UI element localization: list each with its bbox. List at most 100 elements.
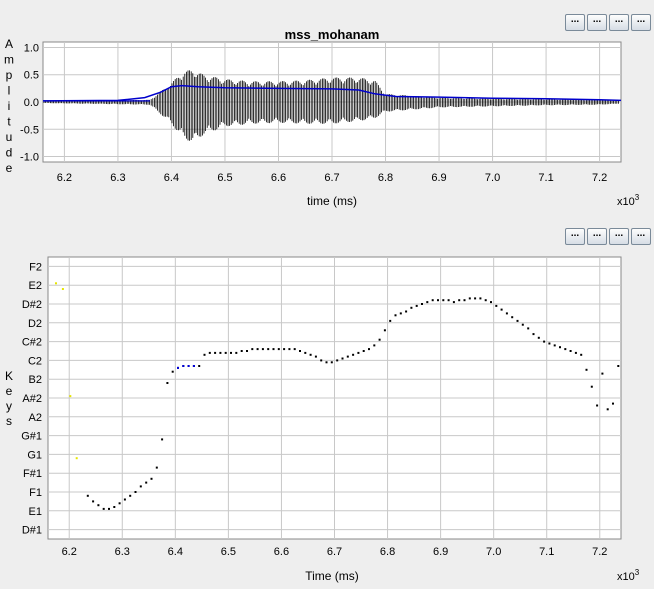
keys-y-tick-label: A2 [29, 412, 42, 424]
keys-y-axis-letter: K [5, 369, 13, 383]
waveform-data [42, 70, 622, 141]
pitch-point [208, 351, 211, 354]
toolbar-top-button-4[interactable]: ... [631, 14, 651, 31]
pitch-point [606, 408, 609, 411]
pitch-point [612, 402, 614, 405]
pitch-point [590, 385, 593, 388]
pitch-point [500, 308, 503, 311]
toolbar-top-button-2[interactable]: ... [587, 14, 607, 31]
pitch-point [357, 351, 360, 354]
pitch-point [389, 319, 392, 322]
pitch-point [118, 502, 121, 505]
pitch-point [585, 368, 588, 371]
pitch-point [198, 365, 201, 367]
pitch-point [368, 348, 370, 351]
pitch-point [458, 299, 461, 302]
keys-x-tick-label: 6.4 [168, 546, 183, 558]
waveform-y-axis-letter: u [6, 130, 13, 144]
pitch-point [113, 506, 116, 508]
waveform-x-tick-label: 7.0 [485, 172, 500, 184]
pitch-point [474, 297, 477, 300]
toolbar-bottom-button-2[interactable]: ... [587, 228, 607, 245]
pitch-point [505, 312, 508, 315]
pitch-point [452, 301, 455, 304]
toolbar-bottom-button-1[interactable]: ... [565, 228, 585, 245]
pitch-point [442, 299, 445, 302]
pitch-point [383, 329, 386, 332]
keys-y-axis-letter: e [6, 384, 13, 398]
pitch-point-blue [177, 366, 179, 369]
pitch-point [246, 350, 248, 352]
pitch-point [447, 299, 450, 302]
waveform-x-tick-label: 6.4 [164, 172, 179, 184]
keys-x-tick-label: 6.7 [327, 546, 342, 558]
pitch-point [304, 351, 307, 354]
waveform-chart: 6.2 6.3 6.4 6.5 6.6 6.7 6.8 6.9 7.0 7.1 7.2 1.0 0.5 0… [4, 27, 640, 208]
pitch-point [415, 304, 418, 307]
keys-y-tick-label: G1 [27, 449, 42, 461]
waveform-y-tick-label: 1.0 [24, 42, 39, 54]
pitch-point [362, 350, 365, 352]
keys-y-tick-label: F1 [29, 487, 42, 499]
pitch-point [309, 353, 312, 356]
toolbar-top-button-3[interactable]: ... [609, 14, 629, 31]
waveform-x-tick-label: 6.9 [431, 172, 446, 184]
pitch-point [155, 466, 158, 469]
keys-x-tick-label: 6.5 [221, 546, 236, 558]
waveform-x-axis-label: time (ms) [307, 194, 357, 208]
pitch-point [86, 494, 89, 497]
keys-y-tick-label: F#1 [23, 468, 42, 480]
pitch-point [431, 299, 434, 302]
keys-chart: 6.2 6.3 6.4 6.5 6.6 6.7 6.8 6.9 7.0 7.1 7.2 D#1 E1 F1… [5, 256, 640, 583]
keys-data [55, 282, 620, 510]
pitch-point [564, 348, 567, 351]
pitch-point [373, 344, 376, 347]
pitch-point [330, 361, 333, 364]
pitch-point [256, 348, 259, 351]
keys-y-tick-label: G#1 [21, 431, 42, 443]
pitch-point [532, 333, 535, 336]
pitch-point [601, 372, 604, 375]
pitch-point [203, 353, 206, 356]
pitch-point [320, 359, 323, 362]
waveform-envelope-line [42, 84, 622, 102]
keys-y-tick-label: D#2 [22, 299, 42, 311]
pitch-point [617, 365, 620, 367]
pitch-point [240, 350, 243, 352]
pitch-point-yellow [61, 288, 64, 290]
waveform-x-tick-label: 7.1 [538, 172, 553, 184]
pitch-point [511, 316, 514, 319]
keys-x-axis-label: Time (ms) [305, 569, 359, 583]
waveform-y-axis-letter: p [6, 68, 13, 82]
pitch-point [267, 348, 270, 351]
keys-y-tick-label: D#1 [22, 525, 42, 537]
pitch-point [288, 348, 291, 351]
pitch-point [299, 350, 301, 352]
waveform-y-axis-letter: l [8, 84, 11, 98]
toolbar-bottom-button-4[interactable]: ... [631, 228, 651, 245]
pitch-point-yellow [75, 457, 78, 460]
pitch-point [261, 348, 264, 351]
keys-ticks: 6.2 6.3 6.4 6.5 6.6 6.7 6.8 6.9 7.0 7.1 7.2 D#1 E1 F1… [21, 261, 607, 558]
pitch-point [479, 297, 482, 300]
pitch-point-yellow [55, 282, 57, 285]
toolbar-top-button-1[interactable]: ... [565, 14, 585, 31]
waveform-ticks: 6.2 6.3 6.4 6.5 6.6 6.7 6.8 6.9 7.0 7.1 7.2 1.0 0.5 0… [20, 42, 607, 184]
pitch-point [277, 348, 280, 351]
toolbar-bottom-button-3[interactable]: ... [609, 228, 629, 245]
pitch-point [102, 507, 105, 510]
pitch-point [314, 355, 317, 358]
pitch-point [123, 498, 126, 501]
waveform-y-axis-letter: i [8, 99, 11, 113]
pitch-point [129, 494, 132, 497]
waveform-y-tick-label: 0.5 [24, 70, 39, 82]
waveform-y-axis-letter: m [4, 53, 14, 67]
pitch-point [97, 504, 100, 507]
waveform-title: mss_mohanam [285, 27, 380, 42]
pitch-point [484, 299, 487, 302]
keys-grid [48, 257, 621, 539]
keys-x-tick-label: 6.2 [62, 546, 77, 558]
keys-x-tick-label: 7.2 [592, 546, 607, 558]
pitch-point [559, 346, 561, 349]
